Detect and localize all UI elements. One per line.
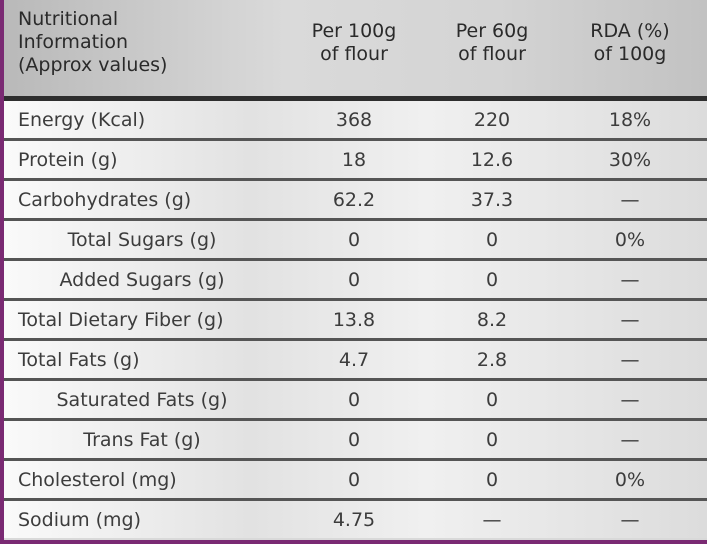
header-rda: RDA (%) of 100g bbox=[560, 20, 700, 66]
table-row: Sodium (mg) 4.75 — — bbox=[4, 501, 707, 538]
per-100g-value: 368 bbox=[335, 109, 373, 131]
table-row: Saturated Fats (g) 0 0 — bbox=[4, 381, 707, 421]
table-row: Total Sugars (g) 0 0 0% bbox=[4, 221, 707, 261]
per-60g-value: 2.8 bbox=[476, 349, 508, 371]
header-per-60g: Per 60g of flour bbox=[422, 20, 562, 66]
rda-value: — bbox=[620, 189, 640, 211]
nutrient-label: Energy (Kcal) bbox=[18, 109, 146, 131]
table-row: Carbohydrates (g) 62.2 37.3 — bbox=[4, 181, 707, 221]
nutrient-label: Sodium (mg) bbox=[18, 509, 142, 531]
rda-value: — bbox=[620, 349, 640, 371]
rda-value: — bbox=[620, 509, 640, 531]
rda-value: 30% bbox=[608, 149, 652, 171]
rda-value: — bbox=[620, 309, 640, 331]
header-text: of 100g bbox=[593, 43, 667, 65]
per-100g-value: 62.2 bbox=[332, 189, 376, 211]
nutrient-label: Saturated Fats (g) bbox=[56, 389, 228, 411]
table-row: Cholesterol (mg) 0 0 0% bbox=[4, 461, 707, 501]
table-body: Energy (Kcal) 368 220 18% Protein (g) 18 12.6 3… bbox=[4, 101, 707, 538]
per-60g-value: 0 bbox=[485, 229, 499, 251]
per-100g-value: 0 bbox=[347, 469, 361, 491]
rda-value: 0% bbox=[614, 469, 646, 491]
table-row: Added Sugars (g) 0 0 — bbox=[4, 261, 707, 301]
rda-value: 0% bbox=[614, 229, 646, 251]
header-text: Per 60g bbox=[455, 20, 529, 42]
per-60g-value: 0 bbox=[485, 269, 499, 291]
per-60g-value: 220 bbox=[473, 109, 511, 131]
per-100g-value: 0 bbox=[347, 389, 361, 411]
table-row: Total Fats (g) 4.7 2.8 — bbox=[4, 341, 707, 381]
nutrient-label: Trans Fat (g) bbox=[83, 429, 201, 451]
nutrient-label: Total Fats (g) bbox=[18, 349, 140, 371]
per-60g-value: 12.6 bbox=[470, 149, 514, 171]
nutrient-label: Added Sugars (g) bbox=[59, 269, 225, 291]
table-row: Energy (Kcal) 368 220 18% bbox=[4, 101, 707, 141]
header-text: Per 100g bbox=[311, 20, 397, 42]
table-header: Nutritional Information (Approx values) … bbox=[4, 0, 707, 101]
per-60g-value: 37.3 bbox=[470, 189, 514, 211]
per-100g-value: 0 bbox=[347, 229, 361, 251]
per-100g-value: 18 bbox=[341, 149, 367, 171]
rda-value: — bbox=[620, 269, 640, 291]
per-60g-value: 0 bbox=[485, 429, 499, 451]
per-60g-value: 0 bbox=[485, 469, 499, 491]
header-text: Nutritional bbox=[18, 8, 119, 30]
per-60g-value: 8.2 bbox=[476, 309, 508, 331]
table-row: Trans Fat (g) 0 0 — bbox=[4, 421, 707, 461]
per-60g-value: — bbox=[482, 509, 502, 531]
per-100g-value: 13.8 bbox=[332, 309, 376, 331]
per-100g-value: 4.7 bbox=[338, 349, 370, 371]
header-text: Information bbox=[18, 31, 128, 53]
rda-value: — bbox=[620, 389, 640, 411]
nutrient-label: Total Dietary Fiber (g) bbox=[18, 309, 224, 331]
nutrition-table: Nutritional Information (Approx values) … bbox=[4, 0, 707, 540]
header-per-100g: Per 100g of flour bbox=[284, 20, 424, 66]
table-row: Protein (g) 18 12.6 30% bbox=[4, 141, 707, 181]
nutrient-label: Cholesterol (mg) bbox=[18, 469, 177, 491]
per-100g-value: 0 bbox=[347, 429, 361, 451]
rda-value: 18% bbox=[608, 109, 652, 131]
per-100g-value: 4.75 bbox=[332, 509, 376, 531]
header-text: (Approx values) bbox=[18, 54, 168, 76]
header-text: of flour bbox=[320, 43, 388, 65]
per-100g-value: 0 bbox=[347, 269, 361, 291]
rda-value: — bbox=[620, 429, 640, 451]
header-nutritional-information: Nutritional Information (Approx values) bbox=[18, 8, 167, 77]
per-60g-value: 0 bbox=[485, 389, 499, 411]
nutrient-label: Total Sugars (g) bbox=[67, 229, 217, 251]
table-row: Total Dietary Fiber (g) 13.8 8.2 — bbox=[4, 301, 707, 341]
nutrient-label: Carbohydrates (g) bbox=[18, 189, 192, 211]
header-text: RDA (%) bbox=[590, 20, 670, 42]
header-text: of flour bbox=[458, 43, 526, 65]
nutrient-label: Protein (g) bbox=[18, 149, 118, 171]
